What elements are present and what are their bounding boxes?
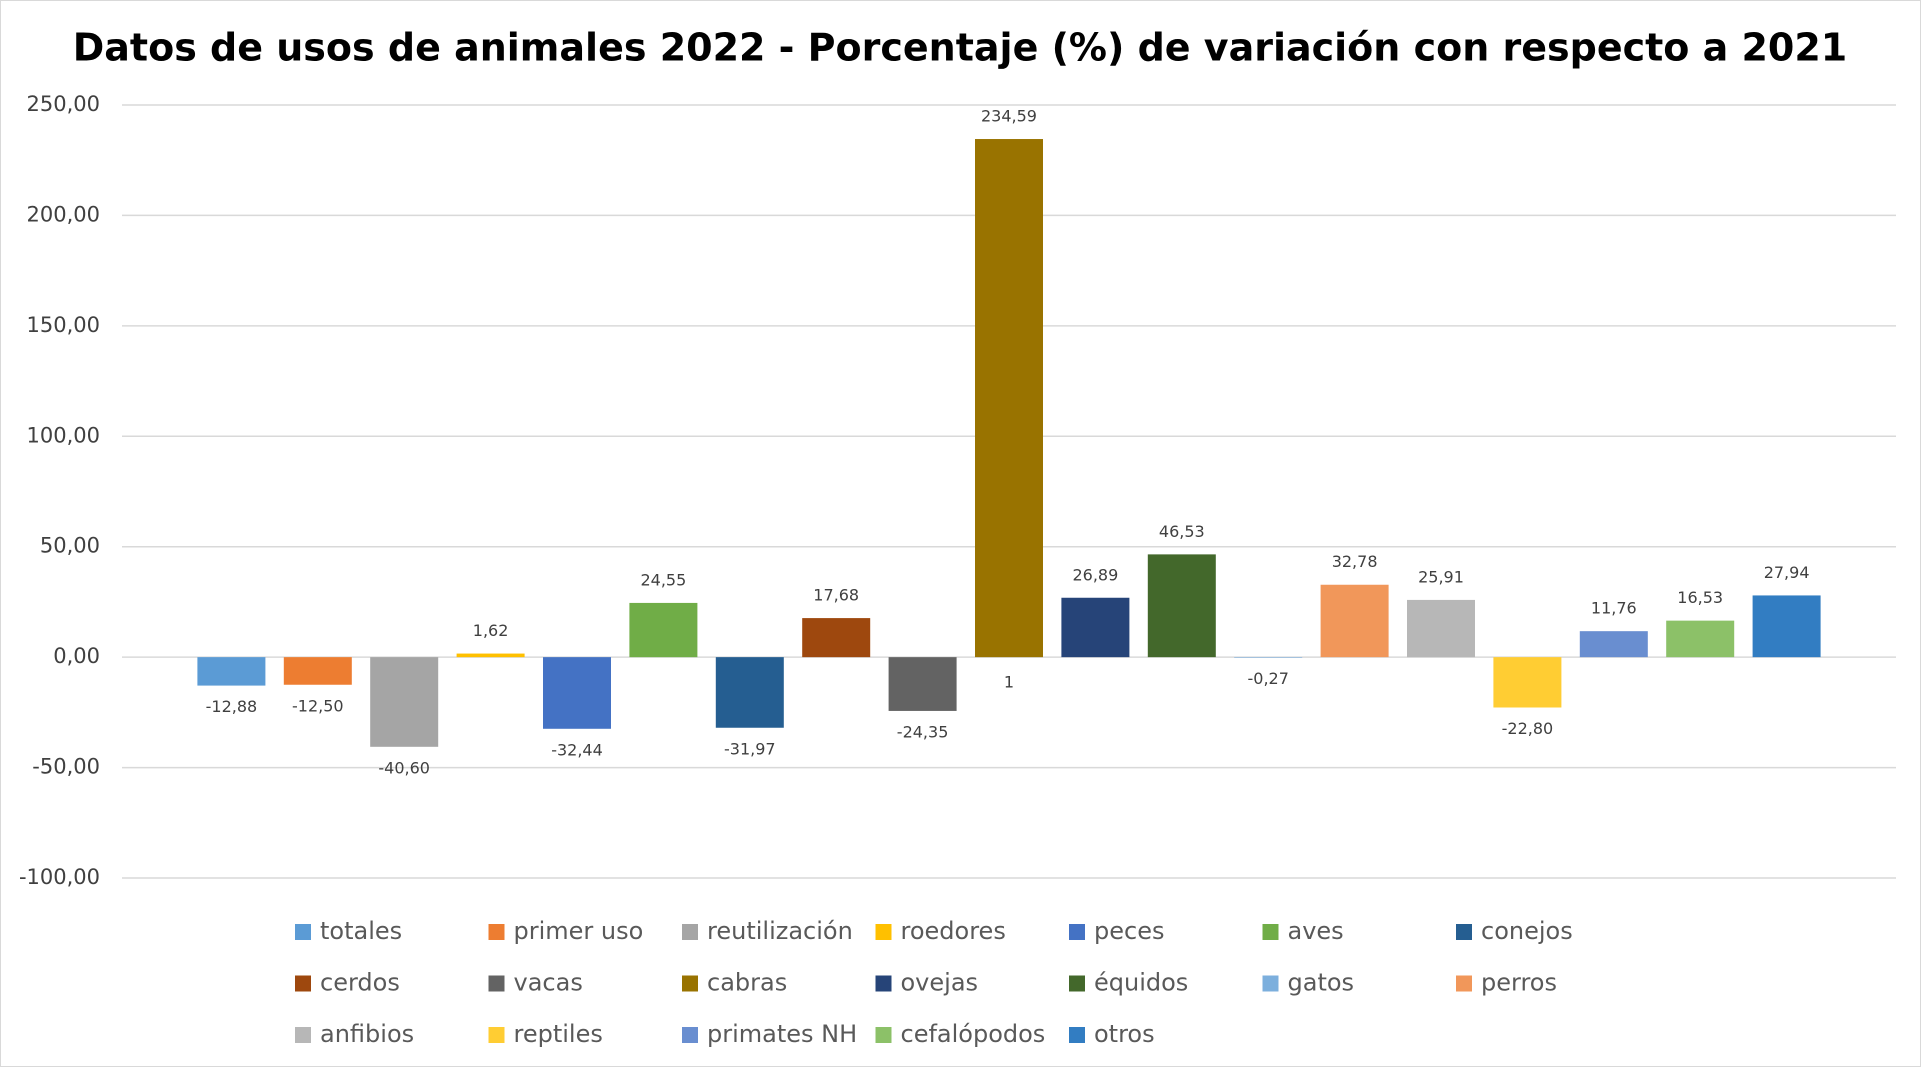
legend-label: reptiles [514, 1020, 603, 1048]
legend-swatch [488, 1027, 505, 1043]
legend-label: reutilización [707, 917, 853, 945]
legend-swatch [875, 924, 892, 940]
legend-swatch [488, 975, 505, 992]
legend-swatch [1262, 975, 1279, 992]
legend-label: otros [1094, 1020, 1155, 1048]
legend-label: cerdos [320, 969, 400, 997]
y-tick-label: 100,00 [27, 423, 100, 447]
legend-swatch [875, 1027, 892, 1043]
legend-label: roedores [901, 917, 1006, 945]
legend-swatch [1069, 1027, 1085, 1043]
legend-swatch [295, 924, 311, 940]
bar [283, 657, 352, 685]
legend-swatch [682, 975, 698, 992]
y-tick-label: 200,00 [27, 202, 100, 226]
legend-swatch [1069, 924, 1085, 940]
legend-label: peces [1094, 917, 1164, 945]
legend-label: perros [1481, 969, 1557, 997]
legend-label: gatos [1288, 969, 1355, 997]
legend-label: primer uso [514, 917, 644, 945]
annotation: 1 [1004, 673, 1014, 692]
y-tick-label: 150,00 [27, 313, 100, 337]
legend-swatch [875, 975, 892, 992]
legend-swatch [295, 1027, 311, 1043]
data-label: -12,50 [292, 696, 344, 715]
bar [1061, 597, 1130, 658]
bar [1407, 599, 1475, 658]
legend-swatch [488, 924, 505, 940]
bar [1320, 584, 1389, 658]
legend-swatch [1069, 975, 1085, 992]
legend-swatch [682, 924, 698, 940]
legend-label: ovejas [901, 969, 979, 997]
bar [543, 657, 611, 729]
y-tick-label: -50,00 [32, 755, 100, 779]
data-label: 46,53 [1159, 522, 1205, 541]
data-label: 25,91 [1418, 567, 1464, 586]
bar [197, 657, 266, 686]
legend-swatch [1262, 924, 1279, 940]
bar [1493, 657, 1562, 708]
data-label: 1,62 [473, 621, 509, 640]
data-label: -31,97 [724, 739, 776, 758]
bar [888, 657, 957, 711]
data-label: -40,60 [378, 758, 430, 777]
data-label: 17,68 [813, 586, 859, 605]
legend-swatch [682, 1027, 698, 1043]
data-label: 27,94 [1764, 563, 1810, 582]
bar [715, 657, 784, 728]
data-label: 11,76 [1591, 599, 1637, 618]
data-label: -12,88 [206, 697, 258, 716]
data-label: 234,59 [981, 107, 1037, 126]
y-tick-label: 250,00 [27, 92, 100, 116]
y-tick-label: 50,00 [40, 534, 100, 558]
legend-label: totales [320, 917, 402, 945]
legend-swatch [1456, 924, 1472, 940]
legend-swatch [295, 975, 311, 992]
legend-label: aves [1288, 917, 1344, 945]
data-label: -32,44 [551, 740, 603, 759]
data-label: -22,80 [1502, 719, 1554, 738]
bar [1234, 657, 1303, 658]
bar [1752, 595, 1821, 658]
data-label: -0,27 [1247, 669, 1288, 688]
y-tick-label: -100,00 [19, 865, 100, 889]
bar [456, 653, 525, 658]
legend-label: cabras [707, 969, 787, 997]
legend-label: primates NH [707, 1020, 857, 1048]
bar [802, 618, 871, 658]
data-label: -24,35 [897, 722, 949, 741]
bar [1147, 554, 1216, 658]
data-label: 16,53 [1677, 588, 1723, 607]
bar [370, 657, 439, 747]
legend-swatch [1456, 975, 1472, 992]
bar [1666, 620, 1735, 658]
legend-label: équidos [1094, 969, 1188, 997]
legend-label: cefalópodos [901, 1020, 1046, 1048]
bar [975, 139, 1043, 658]
legend-label: conejos [1481, 917, 1573, 945]
legend-label: vacas [514, 969, 583, 997]
y-tick-label: 0,00 [53, 644, 100, 668]
bar [1579, 631, 1648, 658]
data-label: 32,78 [1332, 552, 1378, 571]
chart-title: Datos de usos de animales 2022 - Porcent… [73, 26, 1848, 70]
bar [629, 602, 698, 658]
data-label: 26,89 [1072, 565, 1118, 584]
legend-label: anfibios [320, 1020, 414, 1048]
data-label: 24,55 [640, 570, 686, 589]
